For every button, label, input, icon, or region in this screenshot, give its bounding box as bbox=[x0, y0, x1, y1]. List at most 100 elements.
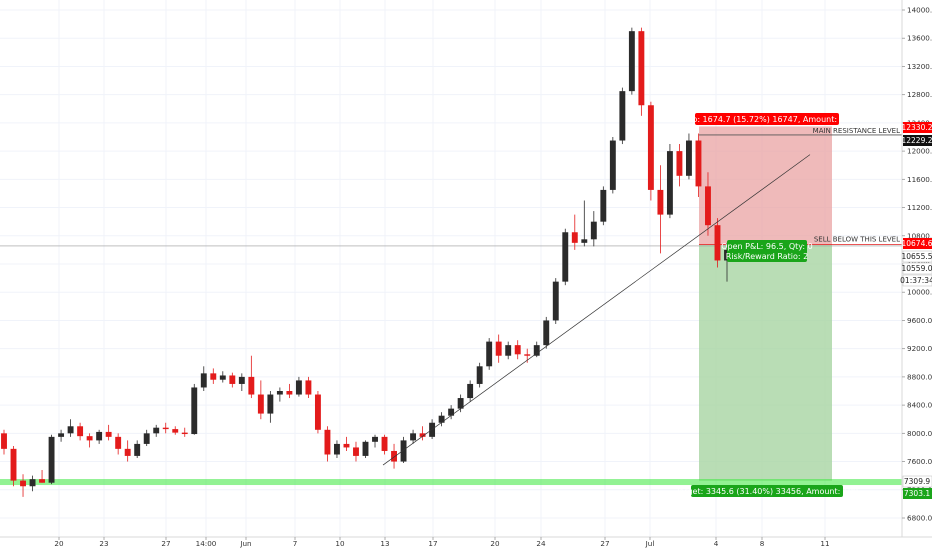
candle-up bbox=[29, 479, 36, 487]
candle-down bbox=[391, 450, 397, 462]
badge-entry: 10674.6 bbox=[901, 238, 932, 249]
candle-down bbox=[162, 427, 169, 430]
candle-down bbox=[39, 479, 46, 483]
target-label[interactable]: Target: 3345.6 (31.40%) 33456, Amount: 1… bbox=[675, 485, 858, 497]
badge-target-bottom: 7303.1 bbox=[903, 488, 932, 499]
candle-up bbox=[543, 320, 550, 346]
candle-down bbox=[248, 376, 255, 395]
time-tick-label: 24 bbox=[536, 539, 546, 548]
time-tick-label: 23 bbox=[99, 539, 108, 548]
badge-resistance-text: 12229.2 bbox=[901, 136, 932, 145]
candle-down bbox=[495, 341, 502, 356]
badge-open-text: 10559.0 bbox=[901, 264, 932, 273]
candle-up bbox=[619, 91, 626, 141]
candle-down bbox=[10, 448, 17, 481]
candle-up bbox=[153, 427, 160, 434]
candle-up bbox=[476, 366, 483, 384]
candle-up bbox=[581, 239, 588, 243]
time-tick-label: 8 bbox=[760, 539, 765, 548]
badge-countdown-bg bbox=[902, 274, 932, 287]
time-tick-label: Jun bbox=[239, 539, 251, 548]
time-tick-label: 17 bbox=[428, 539, 437, 548]
badge-entry-text: 10674.6 bbox=[901, 239, 932, 248]
candle-up bbox=[410, 433, 417, 441]
time-tick-label: 20 bbox=[54, 539, 64, 548]
candle-up bbox=[191, 387, 198, 435]
time-axis[interactable]: 20 23 27 14:00 Jun 7 10 13 17 20 24 27 Jul 4 8 11 bbox=[54, 537, 830, 548]
candle-up bbox=[562, 232, 569, 282]
candle-up bbox=[58, 433, 65, 437]
price-tick-label: 12800.0 bbox=[907, 90, 932, 99]
candle-up bbox=[334, 443, 340, 455]
candle-up bbox=[400, 440, 407, 462]
candle-up bbox=[96, 431, 103, 441]
candle-up bbox=[505, 345, 512, 356]
candle-down bbox=[381, 436, 388, 451]
candle-down bbox=[20, 480, 26, 487]
pnl-text: Open P&L: 96.5, Qty: 0 bbox=[721, 242, 812, 251]
time-tick-label: 4 bbox=[714, 539, 719, 548]
price-tick-label: 14000.0 bbox=[907, 6, 932, 15]
price-tick-label: 8400.0 bbox=[907, 401, 932, 410]
candle-up bbox=[134, 443, 141, 456]
price-tick-label: 8000.0 bbox=[907, 429, 932, 438]
candle-up bbox=[467, 383, 474, 399]
candle-down bbox=[647, 105, 654, 190]
candle-up bbox=[200, 373, 207, 388]
candle-up bbox=[685, 140, 692, 176]
candle-up bbox=[238, 376, 245, 384]
badge-current: 10655.5 bbox=[901, 250, 932, 263]
take-profit-zone[interactable] bbox=[699, 244, 832, 481]
candle-up bbox=[372, 436, 378, 442]
badge-open: 10559.0 bbox=[901, 262, 932, 275]
candle-up bbox=[295, 380, 302, 395]
price-tick-label: 7600.0 bbox=[907, 457, 932, 466]
price-tick-label: 8800.0 bbox=[907, 372, 932, 381]
pnl-label[interactable]: Open P&L: 96.5, Qty: 0 Risk/Reward Ratio… bbox=[721, 240, 813, 262]
time-tick-label: 20 bbox=[490, 539, 500, 548]
candle-down bbox=[705, 186, 711, 226]
risk-reward-text: Risk/Reward Ratio: 2 bbox=[726, 252, 808, 261]
candle-up bbox=[267, 394, 274, 414]
badge-entry-bg bbox=[903, 238, 932, 249]
badge-open-bg bbox=[902, 262, 932, 275]
candle-down bbox=[257, 394, 264, 414]
target-level-band[interactable] bbox=[0, 479, 902, 486]
badge-stop: 12330.2 bbox=[901, 122, 932, 133]
candle-down bbox=[657, 189, 664, 215]
candle-up bbox=[666, 151, 673, 215]
main-resistance-label: MAIN RESISTANCE LEVEL bbox=[813, 127, 900, 135]
stop-label[interactable]: Stop: 1674.7 (15.72%) 16747, Amount: 100 bbox=[679, 113, 855, 125]
stop-label-text: Stop: 1674.7 (15.72%) 16747, Amount: 100 bbox=[679, 115, 855, 124]
badge-target-bottom-bg bbox=[903, 488, 932, 499]
badge-countdown: 01:37:34 bbox=[900, 274, 932, 287]
time-tick-label: 7 bbox=[293, 539, 298, 548]
sell-below-label: SELL BELOW THIS LEVEL bbox=[814, 236, 900, 244]
badge-stop-bg bbox=[903, 122, 932, 133]
badge-countdown-text: 01:37:34 bbox=[900, 276, 932, 285]
candle-down bbox=[419, 433, 426, 437]
time-tick-label: 11 bbox=[820, 539, 829, 548]
candle-down bbox=[571, 232, 578, 243]
price-tick-label: 10000.0 bbox=[907, 288, 932, 297]
stop-loss-zone[interactable] bbox=[699, 126, 832, 245]
candle-down bbox=[524, 354, 531, 356]
candle-up bbox=[457, 398, 464, 409]
ascending-trend-line[interactable] bbox=[382, 154, 811, 466]
time-tick-label: Jul bbox=[645, 539, 655, 548]
candle-down bbox=[638, 31, 645, 106]
price-tick-label: 13600.0 bbox=[907, 34, 932, 43]
candle-up bbox=[362, 441, 369, 456]
pnl-label-background bbox=[727, 240, 807, 262]
candle-up bbox=[448, 408, 455, 416]
candle-up bbox=[533, 345, 540, 356]
time-tick-label: 10 bbox=[335, 539, 345, 548]
candle-down bbox=[286, 391, 293, 395]
target-label-background bbox=[691, 485, 843, 497]
candles bbox=[1, 27, 730, 497]
price-tick-label: 10800.0 bbox=[907, 231, 932, 240]
candle-down bbox=[172, 429, 179, 433]
candle-down bbox=[86, 436, 93, 441]
badge-current-bg bbox=[902, 250, 932, 263]
